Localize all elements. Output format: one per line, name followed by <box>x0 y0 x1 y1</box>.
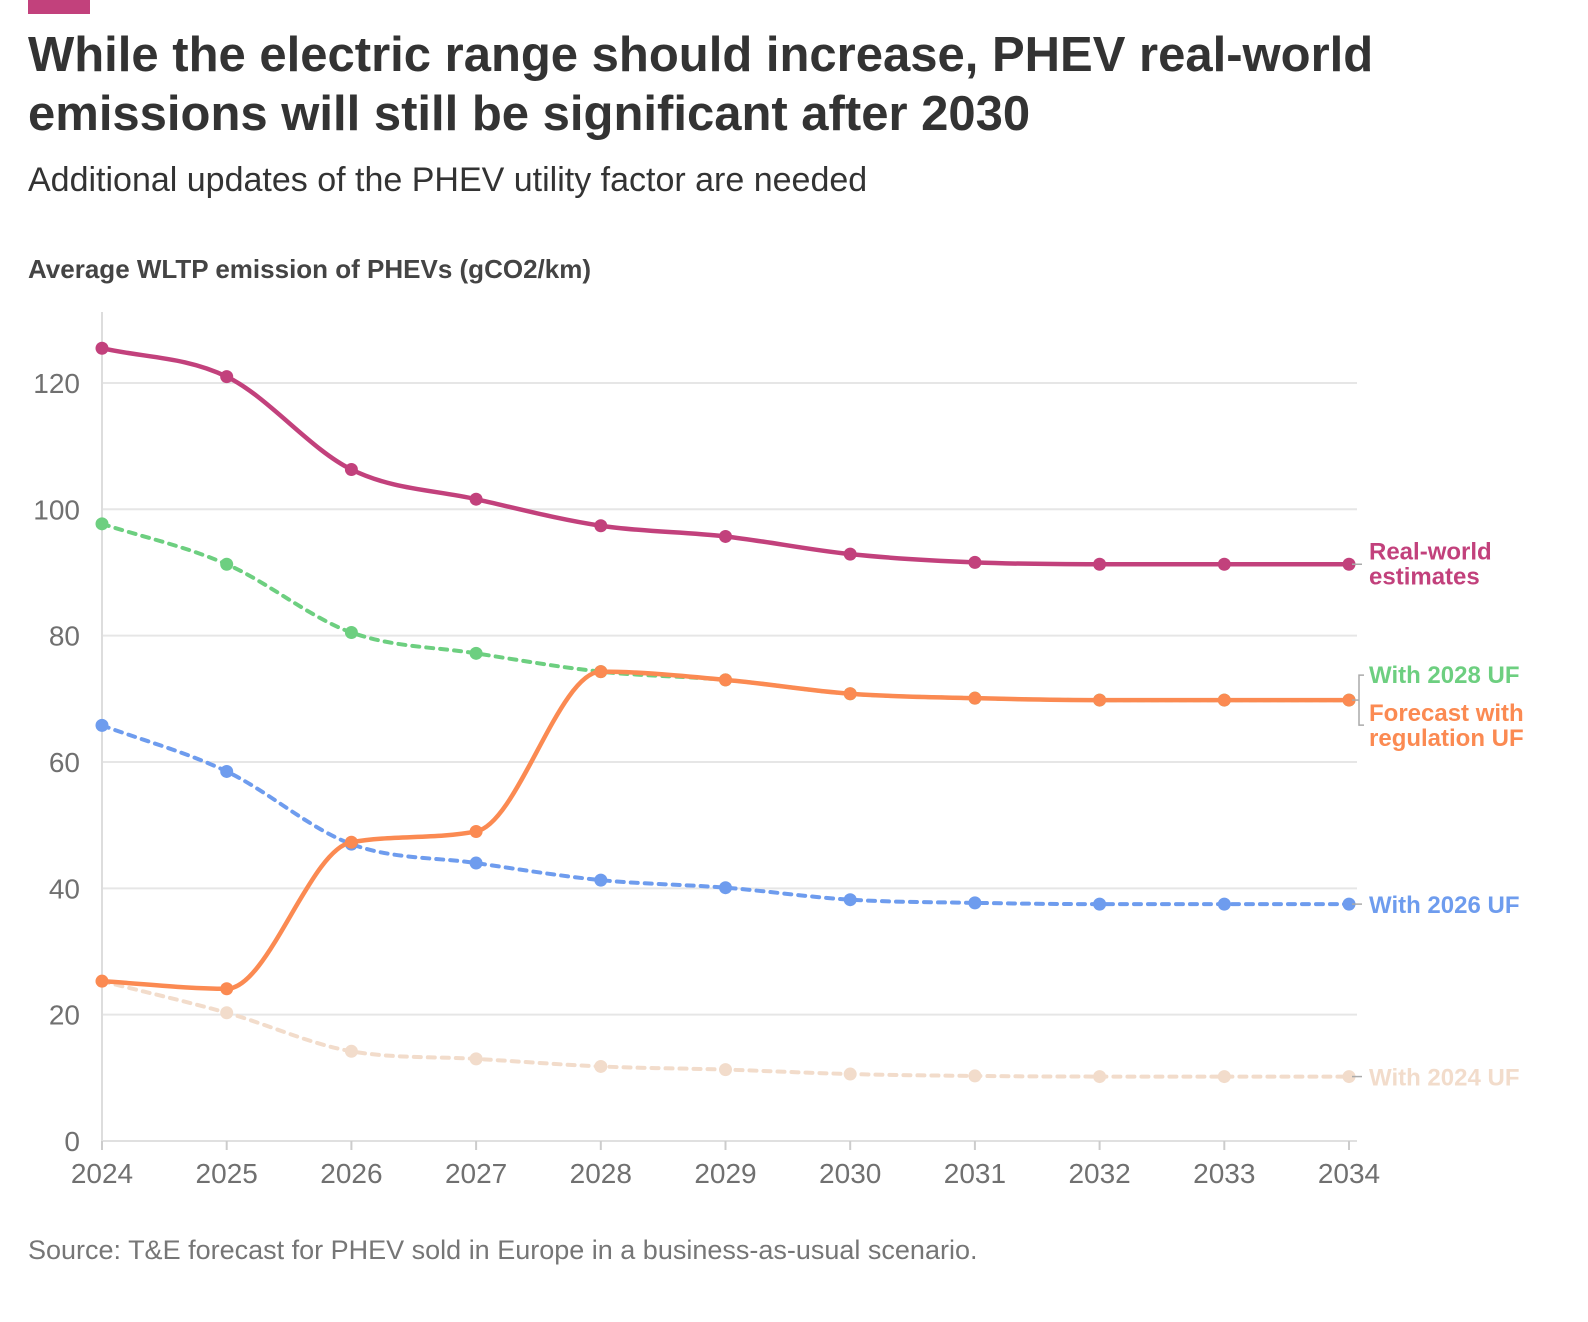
series-lines <box>95 341 1356 1084</box>
data-point <box>1217 1070 1231 1084</box>
data-point <box>220 1006 234 1020</box>
x-tick-label: 2034 <box>1318 1158 1380 1189</box>
data-point <box>1093 897 1107 911</box>
x-tick-label: 2029 <box>694 1158 756 1189</box>
data-point <box>220 982 234 996</box>
data-point <box>843 687 857 701</box>
data-point <box>968 896 982 910</box>
x-tick-label: 2033 <box>1193 1158 1255 1189</box>
x-tick-label: 2032 <box>1068 1158 1130 1189</box>
gridlines <box>102 381 1357 1016</box>
data-point <box>469 492 483 506</box>
series-with-2024-uf <box>95 974 1356 1084</box>
data-point <box>1217 693 1231 707</box>
data-point <box>843 1067 857 1081</box>
data-point <box>469 824 483 838</box>
label-with-2026-uf: With 2026 UF <box>1369 892 1519 919</box>
series-label-line: Forecast with <box>1369 700 1524 727</box>
data-point <box>1093 693 1107 707</box>
series-label-line: With 2024 UF <box>1369 1065 1519 1092</box>
data-point <box>1342 897 1356 911</box>
data-point <box>344 1044 358 1058</box>
data-point <box>1217 557 1231 571</box>
data-point <box>1217 897 1231 911</box>
data-point <box>1093 1070 1107 1084</box>
line-chart: 0 20 40 60 80 100 120 2024 2025 2026 2027 2028 2029 2… <box>33 312 1524 1189</box>
series-label-line: Real-world <box>1369 538 1492 565</box>
label-with-2028-uf: With 2028 UF <box>1369 662 1519 689</box>
data-point <box>469 1052 483 1066</box>
data-point <box>344 835 358 849</box>
data-point <box>719 881 732 895</box>
data-point <box>469 856 483 870</box>
x-tick-label: 2025 <box>196 1158 258 1189</box>
data-point <box>220 370 234 384</box>
chart-subtitle: Additional updates of the PHEV utility f… <box>28 161 868 199</box>
data-point <box>95 517 109 531</box>
y-tick-label: 40 <box>49 873 80 904</box>
series-forecast-with-regulation-uf <box>95 665 1356 996</box>
data-point <box>594 519 608 533</box>
data-point <box>968 691 982 705</box>
data-point <box>968 1069 982 1083</box>
data-point <box>220 764 234 778</box>
y-tick-label: 120 <box>33 368 80 399</box>
data-point <box>719 1063 732 1077</box>
data-point <box>719 529 732 543</box>
data-point <box>95 718 109 732</box>
x-tick-label: 2024 <box>71 1158 133 1189</box>
axes: 0 20 40 60 80 100 120 2024 2025 2026 2027 2028 2029 2… <box>33 312 1380 1189</box>
series-label-line: regulation UF <box>1369 725 1524 752</box>
data-point <box>843 547 857 561</box>
brand-bar <box>28 0 90 14</box>
data-point <box>344 463 358 477</box>
x-tick-label: 2026 <box>320 1158 382 1189</box>
data-point <box>719 673 732 687</box>
series-line <box>99 669 1352 992</box>
data-point <box>968 555 982 569</box>
y-tick-label: 60 <box>49 747 80 778</box>
data-point <box>1342 693 1356 707</box>
x-tick-label: 2030 <box>819 1158 881 1189</box>
label-with-2024-uf: With 2024 UF <box>1369 1065 1519 1092</box>
series-label-line: estimates <box>1369 563 1480 590</box>
data-point <box>220 557 234 571</box>
data-point <box>344 625 358 639</box>
series-label-line: With 2028 UF <box>1369 662 1519 689</box>
series-line <box>100 723 1351 907</box>
y-tick-label: 80 <box>49 621 80 652</box>
data-point <box>594 665 608 679</box>
data-point <box>95 341 109 355</box>
series-with-2026-uf <box>95 718 1356 911</box>
data-point <box>594 1059 608 1073</box>
data-point <box>1342 1070 1356 1084</box>
y-tick-label: 20 <box>49 1000 80 1031</box>
y-tick-label: 0 <box>64 1126 80 1157</box>
x-tick-label: 2027 <box>445 1158 507 1189</box>
series-labels: With 2024 UF With 2026 UF With 2028 UF Real… <box>1352 538 1524 1092</box>
data-point <box>843 893 857 907</box>
data-point <box>1093 557 1107 571</box>
y-tick-label: 100 <box>33 494 80 525</box>
series-label-line: With 2026 UF <box>1369 892 1519 919</box>
label-bracket <box>1358 674 1364 726</box>
source-note: Source: T&E forecast for PHEV sold in Eu… <box>28 1235 978 1265</box>
data-point <box>1342 557 1356 571</box>
x-tick-label: 2031 <box>944 1158 1006 1189</box>
data-point <box>594 873 608 887</box>
y-axis-label: Average WLTP emission of PHEVs (gCO2/km) <box>28 254 591 284</box>
chart-title: While the electric range should increase… <box>28 28 1374 141</box>
data-point <box>95 974 109 988</box>
series-line <box>100 979 1351 1079</box>
data-point <box>469 646 483 660</box>
x-tick-label: 2028 <box>570 1158 632 1189</box>
series-real-world-estimates <box>95 341 1356 571</box>
